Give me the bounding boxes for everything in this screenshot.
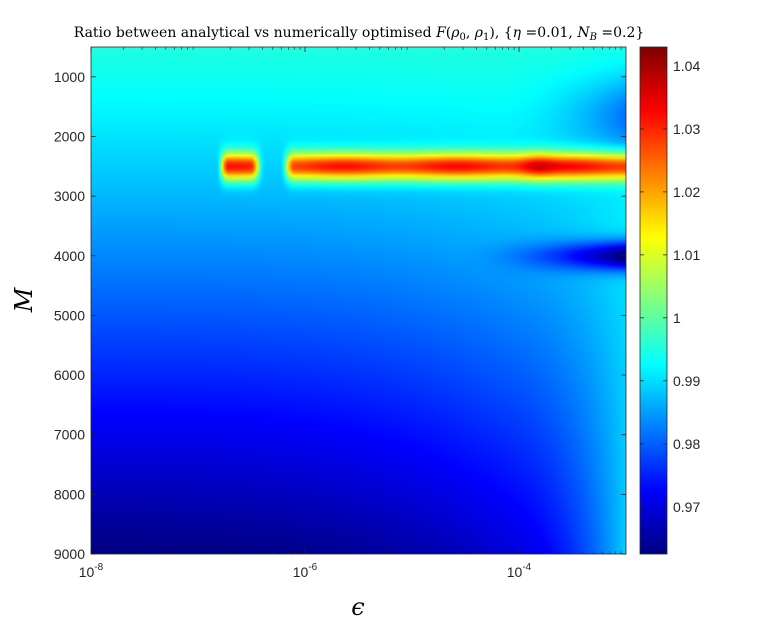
y-tick-label: 5000 — [54, 307, 85, 323]
plot-frame — [90, 46, 627, 555]
colorbar-tick-label: 1.02 — [673, 184, 700, 200]
heatmap-image — [91, 47, 626, 554]
x-axis: 10-8 10-6 10-4 — [79, 47, 622, 580]
colorbar-tick-label: 0.98 — [673, 436, 700, 452]
chart-title: Ratio between analytical vs numerically … — [74, 25, 645, 43]
y-axis-label: M — [10, 286, 38, 313]
y-axis: 1000 2000 3000 4000 5000 6000 7000 8000 9000 — [54, 69, 626, 562]
colorbar-tick-label: 1.03 — [673, 121, 700, 137]
y-tick-label: 9000 — [54, 546, 85, 562]
colorbar-tick-label: 0.97 — [673, 499, 700, 515]
y-tick-label: 3000 — [54, 188, 85, 204]
colorbar-tick-label: 1 — [673, 310, 681, 326]
colorbar-axis: 0.97 0.98 0.99 1 1.01 1.02 1.03 1.04 — [640, 58, 700, 515]
x-axis-label: ϵ — [351, 593, 364, 621]
colorbar-tick-label: 1.04 — [673, 58, 700, 74]
x-tick-label: 10-6 — [293, 562, 318, 580]
x-tick-label: 10-4 — [507, 562, 532, 580]
y-tick-label: 4000 — [54, 248, 85, 264]
colorbar-tick-label: 0.99 — [673, 373, 700, 389]
x-tick-label: 10-8 — [79, 562, 104, 580]
colorbar — [639, 46, 668, 555]
y-tick-label: 8000 — [54, 486, 85, 502]
y-tick-label: 7000 — [54, 427, 85, 443]
heatmap-area — [91, 47, 626, 554]
y-tick-label: 6000 — [54, 367, 85, 383]
y-tick-label: 1000 — [54, 69, 85, 85]
y-tick-label: 2000 — [54, 128, 85, 144]
colorbar-tick-label: 1.01 — [673, 247, 700, 263]
